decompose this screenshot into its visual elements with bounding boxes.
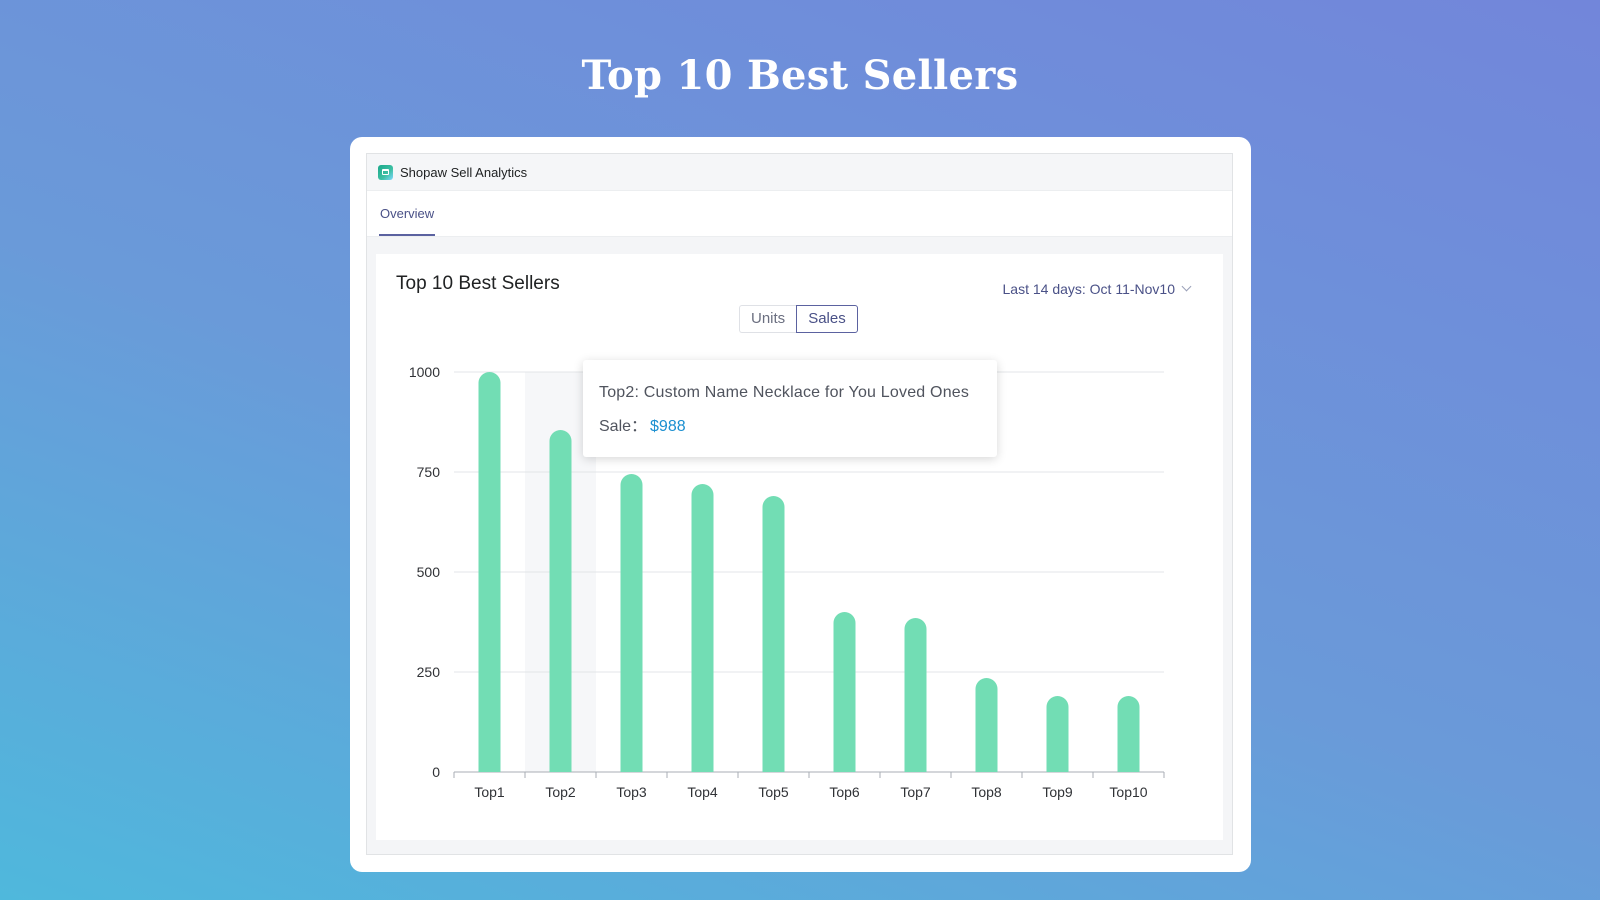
- y-tick-label: 0: [432, 764, 440, 780]
- app-name: Shopaw Sell Analytics: [400, 164, 528, 180]
- bar: [975, 678, 998, 772]
- metric-toggle: Units Sales: [739, 305, 858, 333]
- bar: [904, 618, 927, 772]
- hero-title: Top 10 Best Sellers: [581, 52, 1019, 99]
- x-tick-label: Top5: [758, 784, 789, 800]
- x-tick-label: Top9: [1042, 784, 1073, 800]
- units-button[interactable]: Units: [739, 305, 797, 333]
- tooltip-value: $988: [650, 418, 686, 435]
- bar: [1046, 696, 1069, 772]
- bar: [478, 372, 501, 772]
- x-tick-label: Top2: [545, 784, 576, 800]
- app-window: Shopaw Sell Analytics Overview Top 10 Be…: [366, 153, 1233, 855]
- date-range-label: Last 14 days: Oct 11-Nov10: [1002, 281, 1176, 297]
- chart-tooltip: Top2: Custom Name Necklace for You Loved…: [583, 360, 997, 457]
- y-tick-label: 250: [417, 664, 441, 680]
- tab-overview[interactable]: Overview: [379, 191, 436, 236]
- bar: [549, 430, 572, 772]
- x-tick-label: Top3: [616, 784, 647, 800]
- tab-bar: Overview: [367, 191, 1232, 237]
- shopping-bag-icon: [378, 164, 393, 180]
- sales-button[interactable]: Sales: [796, 305, 858, 333]
- panel-title: Top 10 Best Sellers: [396, 273, 560, 294]
- x-tick-label: Top4: [687, 784, 718, 800]
- tooltip-label: Sale：: [599, 418, 648, 435]
- bar: [620, 474, 643, 772]
- y-tick-label: 750: [417, 464, 441, 480]
- bar: [691, 484, 714, 772]
- x-tick-label: Top10: [1109, 784, 1147, 800]
- bar: [762, 496, 785, 772]
- date-range-dropdown[interactable]: Last 14 days: Oct 11-Nov10: [1003, 281, 1192, 297]
- y-tick-label: 1000: [409, 364, 440, 380]
- chart-panel: Top 10 Best Sellers Last 14 days: Oct 11…: [376, 254, 1223, 840]
- x-tick-label: Top8: [971, 784, 1002, 800]
- screenshot-card: Shopaw Sell Analytics Overview Top 10 Be…: [350, 137, 1251, 872]
- tooltip-row: Sale： $988: [599, 412, 981, 436]
- x-tick-label: Top1: [474, 784, 505, 800]
- y-tick-label: 500: [417, 564, 441, 580]
- x-tick-label: Top6: [829, 784, 860, 800]
- tooltip-title: Top2: Custom Name Necklace for You Loved…: [599, 384, 970, 401]
- app-header: Shopaw Sell Analytics: [367, 154, 1232, 191]
- bar: [833, 612, 856, 772]
- bar: [1117, 696, 1140, 772]
- x-tick-label: Top7: [900, 784, 931, 800]
- bar-chart: 0 250 500 750 1000 Top1 Top2 Top3 Top4 Top5 Top6 To…: [409, 364, 1165, 800]
